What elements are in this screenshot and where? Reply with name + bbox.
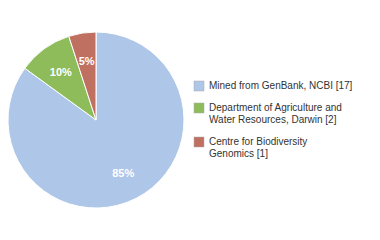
pie-slice [69,32,96,120]
slice-labels: 85% 10% 5% [50,55,135,179]
data-label: 85% [112,167,134,179]
legend-label: Centre for BiodiversityGenomics [1] [209,136,307,159]
legend-swatch [194,81,204,91]
pie-slice [8,32,184,208]
legend-swatch [194,103,204,113]
chart: 85% 10% 5% Mined from GenBank, NCBI [17] Dep… [0,0,380,240]
data-label: 10% [50,66,72,78]
legend-swatch [194,137,204,147]
data-label: 5% [79,55,95,67]
slices [8,32,184,208]
legend-label: Department of Agriculture andWater Resou… [209,102,342,125]
legend-label: Mined from GenBank, NCBI [17] [209,80,353,91]
legend: Mined from GenBank, NCBI [17] Department … [194,80,353,159]
